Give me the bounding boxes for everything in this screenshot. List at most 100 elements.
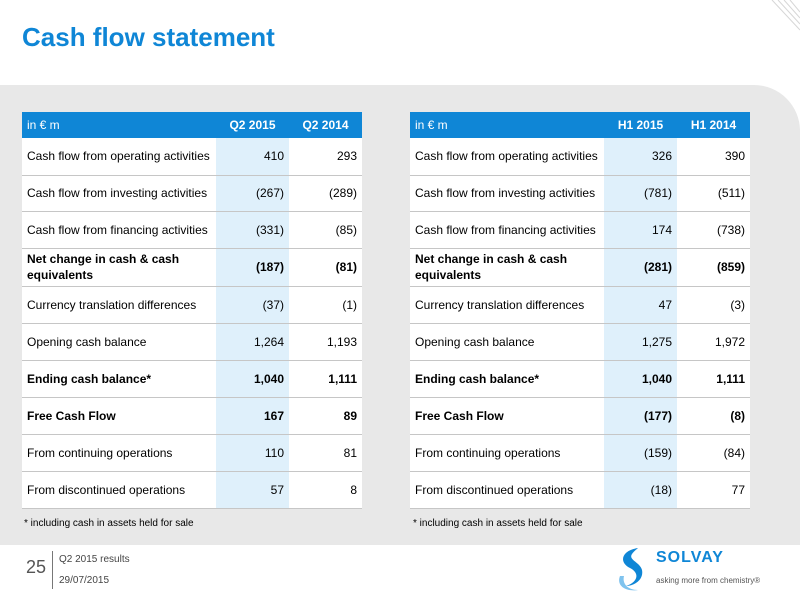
row-value-current: (187) xyxy=(216,248,289,287)
corner-decoration xyxy=(771,0,800,31)
row-value-prior: 1,193 xyxy=(289,323,362,361)
table-row: Opening cash balance 1,275 1,972 xyxy=(410,323,750,361)
row-label: Opening cash balance xyxy=(22,323,216,361)
solvay-logo-icon xyxy=(619,548,643,591)
row-value-prior: 8 xyxy=(289,471,362,509)
row-value-prior: 81 xyxy=(289,434,362,472)
row-value-current: (267) xyxy=(216,175,289,212)
row-label: Free Cash Flow xyxy=(410,397,604,435)
logo-wordmark: SOLVAY xyxy=(656,549,724,566)
row-value-current: (37) xyxy=(216,286,289,324)
row-value-current: (159) xyxy=(604,434,677,472)
row-value-current: 57 xyxy=(216,471,289,509)
row-label: Cash flow from financing activities xyxy=(22,211,216,249)
table-header-row: in € m H1 2015 H1 2014 xyxy=(410,112,750,138)
page-title: Cash flow statement xyxy=(22,22,275,52)
table-row: Free Cash Flow 167 89 xyxy=(22,397,362,435)
row-label: Currency translation differences xyxy=(22,286,216,324)
row-label: Ending cash balance* xyxy=(22,360,216,398)
presentation-title: Q2 2015 results xyxy=(59,554,130,565)
row-value-current: (331) xyxy=(216,211,289,249)
table-row: Currency translation differences 47 (3) xyxy=(410,286,750,324)
table-row: Cash flow from investing activities (267)… xyxy=(22,175,362,212)
table-row: From continuing operations 110 81 xyxy=(22,434,362,472)
table-row: From discontinued operations (18) 77 xyxy=(410,471,750,509)
table-row: Currency translation differences (37) (1) xyxy=(22,286,362,324)
row-label: Cash flow from operating activities xyxy=(410,138,604,176)
row-value-prior: (81) xyxy=(289,248,362,287)
logo-tagline: asking more from chemistry® xyxy=(656,576,761,585)
presentation-date: 29/07/2015 xyxy=(59,575,110,586)
table-row: Free Cash Flow (177) (8) xyxy=(410,397,750,435)
table-row: Opening cash balance 1,264 1,193 xyxy=(22,323,362,361)
row-value-current: (177) xyxy=(604,397,677,435)
table-row: Cash flow from financing activities 174 (7… xyxy=(410,211,750,249)
column-header-q2-2015: Q2 2015 xyxy=(216,112,289,138)
column-header-q2-2014: Q2 2014 xyxy=(289,112,362,138)
row-value-current: 1,264 xyxy=(216,323,289,361)
column-header-h1-2015: H1 2015 xyxy=(604,112,677,138)
row-value-current: 1,040 xyxy=(216,360,289,398)
row-value-prior: 89 xyxy=(289,397,362,435)
page-number: 25 xyxy=(26,557,47,577)
row-value-prior: (289) xyxy=(289,175,362,212)
row-value-prior: (1) xyxy=(289,286,362,324)
table-row: Cash flow from operating activities 410 29… xyxy=(22,138,362,176)
row-value-prior: (85) xyxy=(289,211,362,249)
table-row: Cash flow from financing activities (331)… xyxy=(22,211,362,249)
row-label: Opening cash balance xyxy=(410,323,604,361)
row-value-current: 167 xyxy=(216,397,289,435)
table-row: Cash flow from investing activities (781)… xyxy=(410,175,750,212)
row-value-prior: (3) xyxy=(677,286,750,324)
row-label: Net change in cash & cash equivalents xyxy=(22,248,216,287)
row-value-prior: 1,972 xyxy=(677,323,750,361)
unit-header: in € m xyxy=(410,112,604,138)
row-value-current: 410 xyxy=(216,138,289,176)
row-value-prior: (738) xyxy=(677,211,750,249)
row-value-prior: 1,111 xyxy=(289,360,362,398)
row-label: Cash flow from operating activities xyxy=(22,138,216,176)
row-label: From discontinued operations xyxy=(410,471,604,509)
left-table-footnote: * including cash in assets held for sale xyxy=(24,518,194,529)
half-year-cash-flow-table: in € m H1 2015 H1 2014 Cash flow from op… xyxy=(410,112,750,509)
row-label: From discontinued operations xyxy=(22,471,216,509)
row-value-current: 47 xyxy=(604,286,677,324)
quarterly-cash-flow-table: in € m Q2 2015 Q2 2014 Cash flow from op… xyxy=(22,112,362,509)
row-label: Ending cash balance* xyxy=(410,360,604,398)
table-row: From continuing operations (159) (84) xyxy=(410,434,750,472)
table-row: Net change in cash & cash equivalents (18… xyxy=(22,248,362,287)
table-row: Ending cash balance* 1,040 1,111 xyxy=(410,360,750,398)
table-row: From discontinued operations 57 8 xyxy=(22,471,362,509)
row-value-current: (281) xyxy=(604,248,677,287)
row-label: From continuing operations xyxy=(22,434,216,472)
row-value-prior: (84) xyxy=(677,434,750,472)
row-value-prior: (511) xyxy=(677,175,750,212)
row-label: Currency translation differences xyxy=(410,286,604,324)
table-row: Ending cash balance* 1,040 1,111 xyxy=(22,360,362,398)
row-value-prior: (8) xyxy=(677,397,750,435)
row-value-current: (781) xyxy=(604,175,677,212)
row-value-prior: 390 xyxy=(677,138,750,176)
solvay-logo: SOLVAY asking more from chemistry® xyxy=(612,546,792,594)
table-row: Cash flow from operating activities 326 39… xyxy=(410,138,750,176)
table-row: Net change in cash & cash equivalents (28… xyxy=(410,248,750,287)
right-table-footnote: * including cash in assets held for sale xyxy=(413,518,583,529)
row-label: From continuing operations xyxy=(410,434,604,472)
row-value-current: 110 xyxy=(216,434,289,472)
row-value-prior: 293 xyxy=(289,138,362,176)
row-value-prior: 1,111 xyxy=(677,360,750,398)
row-label: Cash flow from financing activities xyxy=(410,211,604,249)
row-value-current: 1,040 xyxy=(604,360,677,398)
table-header-row: in € m Q2 2015 Q2 2014 xyxy=(22,112,362,138)
row-label: Net change in cash & cash equivalents xyxy=(410,248,604,287)
row-value-current: 326 xyxy=(604,138,677,176)
row-value-current: 174 xyxy=(604,211,677,249)
column-header-h1-2014: H1 2014 xyxy=(677,112,750,138)
row-value-prior: (859) xyxy=(677,248,750,287)
row-label: Free Cash Flow xyxy=(22,397,216,435)
row-value-prior: 77 xyxy=(677,471,750,509)
row-label: Cash flow from investing activities xyxy=(410,175,604,212)
row-value-current: (18) xyxy=(604,471,677,509)
footer-divider xyxy=(52,551,53,589)
row-label: Cash flow from investing activities xyxy=(22,175,216,212)
